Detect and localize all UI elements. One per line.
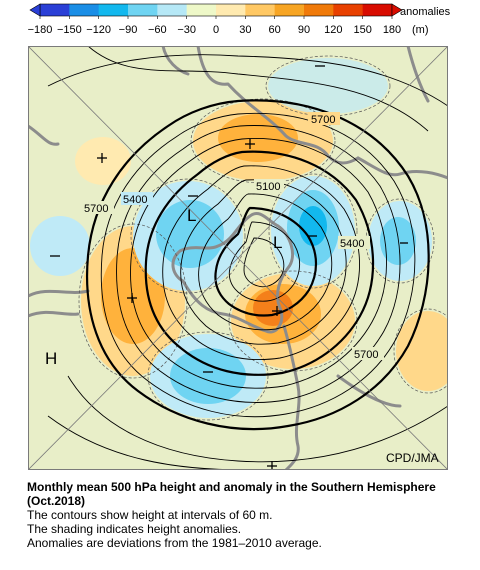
colorbar-left-arrow [29,3,41,17]
polar-map: 5700 5400 5100 5400 5700 5700 L L H CPD/… [28,46,448,470]
negative-anomaly [268,58,388,114]
projection-diagonals [28,46,448,470]
colorbar-tick-label: 60 [269,24,281,36]
map-frame [28,46,448,470]
negative-anomaly [380,217,416,265]
colorbar-swatch [304,4,334,16]
figure-caption: Monthly mean 500 hPa height and anomaly … [27,480,467,550]
colorbar-swatch [245,4,276,16]
positive-anomaly [396,311,448,391]
caption-title: Monthly mean 500 hPa height and anomaly … [27,480,436,508]
anomaly-colorbar: −180 −150 −120 −90 −60 −30 0 30 60 90 120 150 180 an… [28,3,451,36]
colorbar-swatch [157,4,188,16]
height-contours [47,46,448,470]
negative-anomaly [299,206,327,246]
colorbar-tick-label: −120 [86,24,111,36]
low-center-label: L [187,206,196,225]
colorbar-swatches [39,3,393,17]
contour-label: 5400 [123,194,147,206]
colorbar-swatch [69,4,100,16]
colorbar-tick-label: −180 [28,24,53,36]
colorbar-tick-label: −90 [119,24,138,36]
plus-marker [127,293,137,303]
caption-line-anomalies: Anomalies are deviations from the 1981–2… [27,536,322,550]
colorbar-swatch [98,4,129,16]
colorbar-unit-label: anomalies [400,6,451,18]
caption-line-shading: The shading indicates height anomalies. [27,522,242,536]
colorbar-tick-label: −30 [177,24,196,36]
low-center-label: L [273,233,282,252]
anomaly-markers [50,65,408,470]
colorbar-tick-label: 90 [298,24,310,36]
colorbar-tick-label: −150 [57,24,82,36]
colorbar-swatch [274,4,305,16]
contour-label: 5400 [340,238,364,250]
colorbar-tick-label: 0 [213,24,219,36]
contour-label: 5700 [354,349,378,361]
pressure-centers: L L H [45,206,282,368]
colorbar-swatch [128,4,158,16]
colorbar-swatch [186,4,217,16]
negative-anomaly [156,200,224,268]
contour-label: 5100 [256,181,280,193]
colorbar-swatch [216,4,246,16]
plus-marker [245,139,255,149]
colorbar-tick-labels: −180 −150 −120 −90 −60 −30 0 30 60 90 120 150 180 [28,16,401,36]
plus-marker [97,153,107,163]
contour-labels: 5700 5400 5100 5400 5700 5700 [82,112,384,361]
contour-label: 5700 [84,203,108,215]
colorbar-tick-label: 150 [353,24,371,36]
positive-anomaly [75,137,131,185]
colorbar-tick-label: −60 [148,24,167,36]
negative-anomaly [170,348,246,404]
colorbar-swatch [333,4,364,16]
negative-anomaly [30,216,90,276]
contour-label: 5700 [311,114,335,126]
colorbar-right-arrow [391,3,403,17]
colorbar-swatch [362,4,393,16]
colorbar-swatch [40,4,70,16]
colorbar-tick-label: 180 [383,24,401,36]
colorbar-unit: (m) [412,24,429,36]
high-center-label: H [45,349,57,368]
credit-label: CPD/JMA [386,451,439,465]
caption-line-contours: The contours show height at intervals of… [27,508,273,522]
plus-marker [267,461,277,470]
plus-marker [272,306,282,316]
colorbar-tick-label: 120 [324,24,342,36]
colorbar-tick-label: 30 [239,24,251,36]
